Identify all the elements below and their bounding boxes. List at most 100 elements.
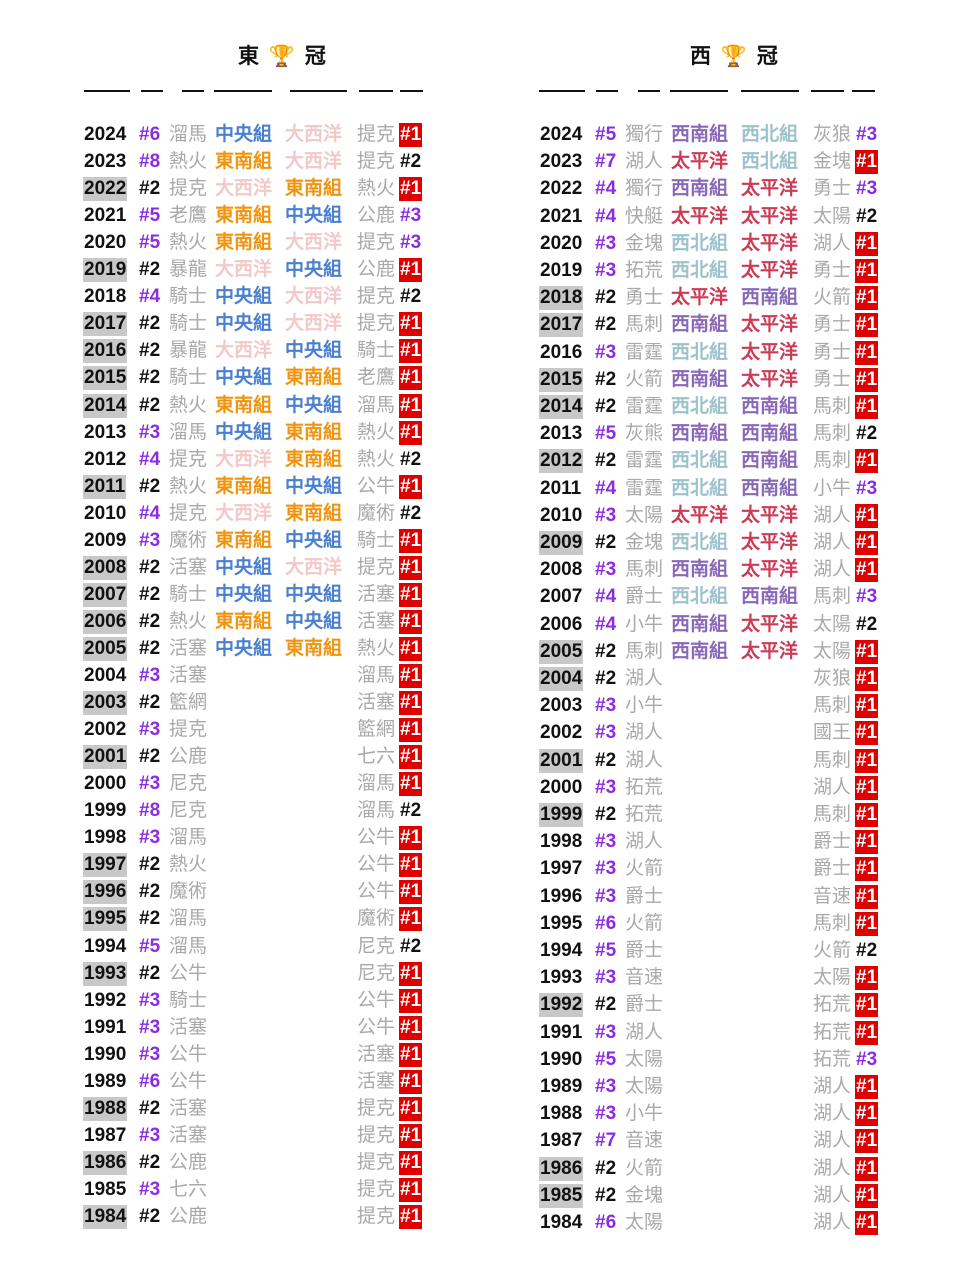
seed-cell: #5 (595, 124, 617, 145)
east-header-rule (141, 90, 163, 92)
team-cell: 爵士 (625, 586, 664, 608)
result-cell: #1 (399, 555, 423, 580)
seed-cell: #2 (139, 1206, 161, 1227)
division-cell: 中央組 (285, 205, 343, 227)
seed-cell: #3 (139, 421, 161, 443)
opponent-cell: 提克 (357, 1178, 396, 1200)
seed-cell: #3 (595, 858, 617, 880)
division-cell: 大西洋 (215, 178, 273, 200)
year-cell: 2001 (83, 745, 128, 770)
seed-cell: #2 (595, 287, 617, 309)
seed-cell: #3 (139, 529, 161, 551)
team-cell: 七六 (169, 1178, 208, 1200)
year-cell: 2000 (84, 773, 127, 795)
team-cell: 湖人 (625, 151, 664, 173)
seed-cell: #3 (139, 1016, 161, 1038)
opponent-cell: 勇士 (813, 368, 852, 390)
year-cell: 2024 (540, 124, 583, 145)
opponent-cell: 勇士 (813, 260, 852, 281)
opponent-cell: 拓荒 (813, 1021, 852, 1043)
result-cell: #1 (399, 1069, 423, 1094)
opponent-cell: 熱火 (357, 448, 396, 470)
seed-cell: #3 (139, 1043, 161, 1065)
team-cell: 小牛 (625, 695, 664, 717)
opponent-cell: 公鹿 (357, 205, 396, 227)
year-cell: 2023 (84, 151, 127, 173)
seed-cell: #3 (139, 719, 161, 741)
team-cell: 太陽 (625, 1048, 664, 1070)
year-cell: 2007 (540, 586, 583, 608)
year-cell: 2002 (84, 719, 127, 741)
year-cell: 2010 (84, 502, 127, 524)
division-cell: 大西洋 (215, 259, 273, 281)
team-cell: 暴龍 (169, 340, 208, 362)
result-cell: #1 (855, 667, 879, 691)
result-cell: #2 (856, 940, 878, 961)
team-cell: 尼克 (169, 773, 208, 795)
division-cell: 中央組 (285, 394, 343, 416)
year-cell: 1998 (540, 831, 583, 853)
team-cell: 提克 (169, 448, 208, 470)
seed-cell: #8 (139, 800, 161, 822)
seed-cell: #2 (139, 583, 161, 605)
seed-cell: #4 (595, 613, 617, 635)
team-cell: 熱火 (169, 475, 208, 497)
division-cell: 東南組 (215, 232, 273, 254)
seed-cell: #2 (139, 394, 161, 416)
seed-cell: #4 (139, 286, 161, 308)
division-cell: 中央組 (285, 340, 343, 362)
team-cell: 魔術 (169, 529, 208, 551)
division-cell: 西南組 (741, 423, 799, 445)
seed-cell: #2 (139, 746, 161, 768)
division-cell: 西南組 (671, 559, 729, 581)
division-cell: 太平洋 (741, 613, 799, 635)
seed-cell: #2 (139, 259, 161, 281)
opponent-cell: 灰狼 (813, 668, 852, 689)
result-cell: #1 (855, 830, 879, 855)
team-cell: 湖人 (625, 1021, 664, 1043)
seed-cell: #3 (139, 1178, 161, 1200)
result-cell: #1 (399, 691, 423, 716)
team-cell: 熱火 (169, 854, 208, 876)
division-cell: 西北組 (671, 341, 729, 363)
year-cell: 2005 (83, 636, 128, 661)
opponent-cell: 小牛 (813, 477, 852, 499)
team-cell: 活塞 (169, 637, 208, 659)
division-cell: 大西洋 (215, 340, 273, 362)
year-cell: 2008 (540, 559, 583, 581)
year-cell: 2017 (539, 313, 584, 338)
opponent-cell: 爵士 (813, 831, 852, 853)
result-cell: #1 (399, 312, 423, 337)
result-cell: #3 (856, 1048, 878, 1070)
year-cell: 1984 (540, 1212, 583, 1233)
result-cell: #1 (399, 988, 423, 1013)
opponent-cell: 熱火 (357, 178, 396, 200)
year-cell: 1985 (539, 1183, 584, 1208)
result-cell: #1 (399, 258, 423, 283)
year-cell: 2021 (84, 205, 127, 227)
result-cell: #1 (855, 694, 879, 719)
opponent-cell: 馬刺 (813, 423, 852, 445)
seed-cell: #3 (595, 1076, 617, 1097)
result-cell: #1 (855, 531, 879, 555)
division-cell: 西南組 (741, 287, 799, 309)
east-header-rule (84, 90, 130, 92)
result-cell: #1 (855, 1183, 879, 1208)
opponent-cell: 活塞 (357, 692, 396, 714)
team-cell: 爵士 (625, 994, 664, 1016)
seed-cell: #2 (139, 1151, 161, 1173)
seed-cell: #2 (139, 313, 161, 335)
team-cell: 雷霆 (625, 396, 664, 417)
team-cell: 湖人 (625, 722, 664, 744)
division-cell: 大西洋 (285, 556, 343, 578)
result-cell: #1 (399, 393, 423, 418)
year-cell: 2006 (540, 613, 583, 635)
result-cell: #1 (855, 911, 879, 936)
team-cell: 獨行 (625, 178, 664, 200)
team-cell: 提克 (169, 178, 208, 200)
opponent-cell: 公鹿 (357, 259, 396, 281)
team-cell: 活塞 (169, 1097, 208, 1119)
seed-cell: #2 (595, 994, 617, 1016)
opponent-cell: 湖人 (813, 1184, 852, 1206)
